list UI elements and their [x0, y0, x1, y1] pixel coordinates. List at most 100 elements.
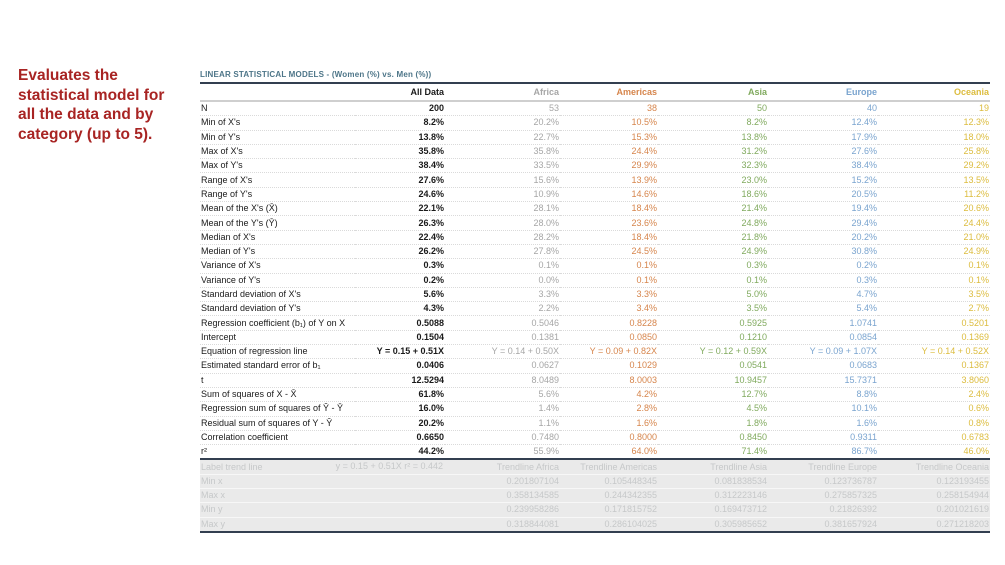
table-cell: 0.5046 — [445, 315, 560, 331]
row-label: Max y — [200, 516, 355, 532]
table-cell: 27.6% — [355, 172, 445, 188]
table-cell: 44.2% — [355, 444, 445, 460]
trend-cell: Trendline Americas — [560, 458, 658, 475]
table-cell: 1.6% — [560, 415, 658, 431]
table-row: Estimated standard error of b₁ 0.0406 0.06… — [200, 358, 990, 374]
table-header: All Data Africa Americas Asia Europe Oceania — [200, 84, 990, 102]
row-label: Range of Y's — [200, 186, 355, 202]
table-row: Standard deviation of Y's 4.3% 2.2% 3.4% 3.5… — [200, 301, 990, 316]
column-header — [200, 84, 355, 102]
table-cell: 1.6% — [768, 415, 878, 431]
table-row: r² 44.2% 55.9% 64.0% 71.4% 86.7% 46.0% — [200, 444, 990, 460]
table-cell: 15.3% — [560, 129, 658, 145]
table-cell: 19 — [978, 103, 989, 114]
trend-cell: 0.081838534 — [658, 473, 768, 489]
table-cell: 0.0683 — [768, 358, 878, 374]
table-cell: 16.0% — [355, 401, 445, 417]
trend-cell — [355, 488, 445, 503]
table-cell: 32.3% — [658, 158, 768, 173]
table-row: Mean of the X's (X̄) 22.1% 28.1% 18.4% 21.4%… — [200, 201, 990, 216]
table-cell: 8.2% — [658, 115, 768, 131]
table-cell: 5.6% — [355, 286, 445, 302]
table-cell: Y = 0.09 + 0.82X — [560, 344, 658, 359]
table-cell: 38.4% — [768, 158, 878, 173]
table-cell: 86.7% — [768, 444, 878, 460]
row-label: Mean of the Y's (Ȳ) — [200, 215, 355, 231]
table-cell: 21.8% — [658, 229, 768, 245]
table-cell: 10.1% — [768, 401, 878, 417]
table-cell: 0.9311 — [768, 429, 878, 445]
table-cell: 27.8% — [445, 243, 560, 259]
table-cell: 0.1% — [560, 258, 658, 274]
table-cell: 20.2% — [768, 229, 878, 245]
table-cell: 18.6% — [658, 186, 768, 202]
table-cell: 0.5925 — [658, 315, 768, 331]
table-row: Min of X's 8.2% 20.2% 10.5% 8.2% 12.4% 12.3% — [200, 115, 990, 131]
table-cell: 0.3% — [355, 258, 445, 274]
trend-cell: Trendline Europe — [768, 458, 878, 475]
trend-cell: 0.239958286 — [445, 502, 560, 518]
column-header: Oceania — [878, 84, 990, 102]
row-label: Correlation coefficient — [200, 429, 355, 445]
table-cell: 1.1% — [445, 415, 560, 431]
table-cell: 0.7480 — [445, 429, 560, 445]
row-label: Min y — [200, 502, 355, 518]
table-cell: 3.4% — [560, 301, 658, 316]
table-cell: 0.0627 — [445, 358, 560, 374]
table-cell: 200 — [428, 103, 444, 114]
trend-cell: 0.312223146 — [658, 488, 768, 503]
table-cell: 4.7% — [768, 286, 878, 302]
table-cell: 61.8% — [355, 386, 445, 402]
table-cell: 30.8% — [768, 243, 878, 259]
table-row: Intercept 0.1504 0.1381 0.0850 0.1210 0.0854 0… — [200, 329, 990, 345]
table-cell: 0.6% — [878, 401, 990, 417]
table-cell: 24.6% — [355, 186, 445, 202]
row-label: r² — [200, 444, 355, 460]
table-cell: 24.9% — [878, 243, 990, 259]
table-cell: 0.6783 — [878, 429, 990, 445]
table-cell: 11.2% — [878, 186, 990, 202]
row-label: Residual sum of squares of Y - Ŷ — [200, 415, 355, 431]
table-cell: 12.5294 — [355, 372, 445, 388]
table-row: Sum of squares of X - X̄ 61.8% 5.6% 4.2% 12.… — [200, 386, 990, 402]
table-row: Median of Y's 26.2% 27.8% 24.5% 24.9% 30.8% 24… — [200, 243, 990, 259]
trend-row: Min x 0.201807104 0.105448345 0.081838534 0.… — [200, 473, 990, 489]
table-cell: 33.5% — [445, 158, 560, 173]
column-header: All Data — [355, 84, 445, 102]
trend-cell: 0.123736787 — [768, 473, 878, 489]
table-cell: 23.0% — [658, 172, 768, 188]
row-label: Standard deviation of Y's — [200, 301, 355, 316]
table-row: Standard deviation of X's 5.6% 3.3% 3.3% 5.0… — [200, 286, 990, 302]
trend-cell: 0.381657924 — [768, 516, 878, 532]
table-cell: 20.6% — [878, 201, 990, 216]
table-cell: 13.8% — [355, 129, 445, 145]
table-cell: 29.9% — [560, 158, 658, 173]
table-cell: 26.2% — [355, 243, 445, 259]
table-row: Min of Y's 13.8% 22.7% 15.3% 13.8% 17.9% 18.0% — [200, 129, 990, 145]
table-cell: 0.1381 — [445, 329, 560, 345]
table-cell: 15.6% — [445, 172, 560, 188]
table-body: N 200 53 38 50 40 19 Min of X's 8.2% 20.2% 10.5% 8.… — [200, 101, 990, 460]
trend-row: Max y 0.318844081 0.286104025 0.305985652 0.… — [200, 516, 990, 532]
table-cell: 0.1210 — [658, 329, 768, 345]
table-cell: 1.0741 — [768, 315, 878, 331]
trend-cell: 0.305985652 — [658, 516, 768, 532]
table-cell: 0.8450 — [658, 429, 768, 445]
table-cell: 20.5% — [768, 186, 878, 202]
table-cell: 12.3% — [878, 115, 990, 131]
table-cell: 24.8% — [658, 215, 768, 231]
trend-cell: 0.286104025 — [560, 516, 658, 532]
table-cell: 0.1369 — [878, 329, 990, 345]
trend-cell: 0.358134585 — [445, 488, 560, 503]
table-cell: 18.0% — [878, 129, 990, 145]
table-cell: 22.7% — [445, 129, 560, 145]
table-cell: 28.0% — [445, 215, 560, 231]
table-cell: 0.1% — [878, 258, 990, 274]
row-label: Label trend line — [200, 458, 355, 475]
table-cell: Y = 0.09 + 1.07X — [768, 344, 878, 359]
table-cell: 29.2% — [878, 158, 990, 173]
table-cell: Y = 0.14 + 0.52X — [878, 344, 990, 359]
table-cell: 3.8060 — [878, 372, 990, 388]
trend-row: Min y 0.239958286 0.171815752 0.169473712 0.… — [200, 502, 990, 518]
table-cell: 0.5088 — [355, 315, 445, 331]
